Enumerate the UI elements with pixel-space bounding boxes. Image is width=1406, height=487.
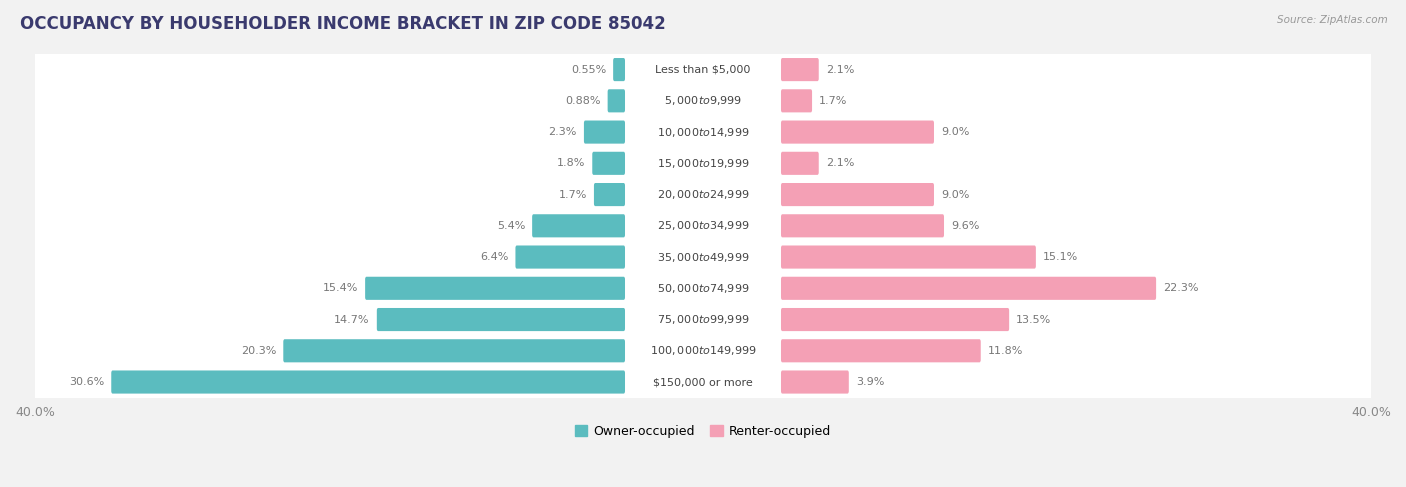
Text: $100,000 to $149,999: $100,000 to $149,999 [650, 344, 756, 357]
Text: 9.0%: 9.0% [941, 127, 969, 137]
Text: 9.6%: 9.6% [950, 221, 980, 231]
FancyBboxPatch shape [531, 214, 626, 237]
FancyBboxPatch shape [780, 58, 818, 81]
Text: 13.5%: 13.5% [1017, 315, 1052, 324]
Text: 30.6%: 30.6% [69, 377, 104, 387]
Text: $20,000 to $24,999: $20,000 to $24,999 [657, 188, 749, 201]
Text: 22.3%: 22.3% [1163, 283, 1199, 293]
Text: $15,000 to $19,999: $15,000 to $19,999 [657, 157, 749, 170]
Text: 20.3%: 20.3% [240, 346, 276, 356]
Text: 9.0%: 9.0% [941, 189, 969, 200]
Text: Source: ZipAtlas.com: Source: ZipAtlas.com [1277, 15, 1388, 25]
FancyBboxPatch shape [366, 277, 626, 300]
FancyBboxPatch shape [780, 152, 818, 175]
FancyBboxPatch shape [32, 269, 1374, 307]
Text: Less than $5,000: Less than $5,000 [655, 65, 751, 75]
Legend: Owner-occupied, Renter-occupied: Owner-occupied, Renter-occupied [569, 420, 837, 443]
Text: $5,000 to $9,999: $5,000 to $9,999 [664, 94, 742, 107]
FancyBboxPatch shape [593, 183, 626, 206]
FancyBboxPatch shape [583, 120, 626, 144]
Text: 5.4%: 5.4% [496, 221, 524, 231]
Text: $150,000 or more: $150,000 or more [654, 377, 752, 387]
FancyBboxPatch shape [32, 332, 1374, 370]
Text: OCCUPANCY BY HOUSEHOLDER INCOME BRACKET IN ZIP CODE 85042: OCCUPANCY BY HOUSEHOLDER INCOME BRACKET … [20, 15, 665, 33]
FancyBboxPatch shape [780, 183, 934, 206]
Text: 1.8%: 1.8% [557, 158, 585, 169]
FancyBboxPatch shape [780, 371, 849, 393]
FancyBboxPatch shape [607, 89, 626, 112]
FancyBboxPatch shape [516, 245, 626, 269]
FancyBboxPatch shape [592, 152, 626, 175]
Text: 0.88%: 0.88% [565, 96, 600, 106]
Text: $50,000 to $74,999: $50,000 to $74,999 [657, 282, 749, 295]
Text: 3.9%: 3.9% [856, 377, 884, 387]
FancyBboxPatch shape [111, 371, 626, 393]
Text: 14.7%: 14.7% [335, 315, 370, 324]
FancyBboxPatch shape [780, 308, 1010, 331]
Text: 0.55%: 0.55% [571, 65, 606, 75]
FancyBboxPatch shape [32, 238, 1374, 276]
FancyBboxPatch shape [613, 58, 626, 81]
FancyBboxPatch shape [32, 300, 1374, 338]
FancyBboxPatch shape [780, 277, 1156, 300]
Text: 15.1%: 15.1% [1043, 252, 1078, 262]
FancyBboxPatch shape [32, 144, 1374, 182]
FancyBboxPatch shape [32, 207, 1374, 245]
FancyBboxPatch shape [32, 82, 1374, 120]
FancyBboxPatch shape [283, 339, 626, 362]
Text: 1.7%: 1.7% [558, 189, 586, 200]
Text: 2.3%: 2.3% [548, 127, 576, 137]
Text: 1.7%: 1.7% [820, 96, 848, 106]
FancyBboxPatch shape [32, 175, 1374, 214]
Text: 11.8%: 11.8% [988, 346, 1024, 356]
FancyBboxPatch shape [780, 245, 1036, 269]
FancyBboxPatch shape [780, 89, 813, 112]
FancyBboxPatch shape [780, 120, 934, 144]
Text: $10,000 to $14,999: $10,000 to $14,999 [657, 126, 749, 139]
FancyBboxPatch shape [32, 363, 1374, 401]
FancyBboxPatch shape [780, 339, 981, 362]
Text: 2.1%: 2.1% [825, 158, 853, 169]
Text: 15.4%: 15.4% [323, 283, 359, 293]
FancyBboxPatch shape [32, 51, 1374, 89]
FancyBboxPatch shape [377, 308, 626, 331]
Text: $25,000 to $34,999: $25,000 to $34,999 [657, 219, 749, 232]
Text: $75,000 to $99,999: $75,000 to $99,999 [657, 313, 749, 326]
FancyBboxPatch shape [780, 214, 943, 237]
FancyBboxPatch shape [32, 113, 1374, 151]
Text: 6.4%: 6.4% [479, 252, 509, 262]
Text: $35,000 to $49,999: $35,000 to $49,999 [657, 250, 749, 263]
Text: 2.1%: 2.1% [825, 65, 853, 75]
